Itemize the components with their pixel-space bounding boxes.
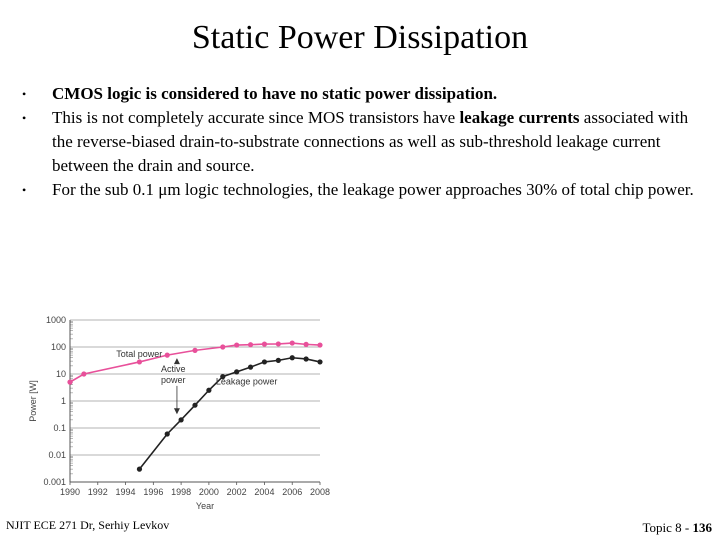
data-point [317,342,323,348]
data-point [192,402,198,408]
arrow-head [173,408,180,415]
data-point [164,352,170,358]
unit-symbol: μm [158,180,181,199]
x-tick-label: 2002 [227,487,247,497]
bullet-text-bold: leakage currents [459,108,580,127]
bullet-text: For the sub 0.1 μm logic technologies, t… [52,178,702,202]
data-point [317,359,323,365]
x-tick-label: 1994 [116,487,136,497]
data-point [67,379,73,385]
y-tick-label: 1000 [46,315,66,325]
bullet-text: CMOS logic is considered to have no stat… [52,84,498,103]
y-tick-label: 1 [61,396,66,406]
y-tick-label: 0.1 [53,423,66,433]
data-point [303,356,309,362]
bullet-list: • CMOS logic is considered to have no st… [22,82,702,202]
data-point [247,364,254,370]
bullet-item: • This is not completely accurate since … [22,106,702,178]
data-point [275,357,281,363]
data-point [81,371,87,377]
x-tick-label: 2004 [254,487,274,497]
data-point [289,340,295,346]
data-point [275,341,281,347]
bullet-dot: • [22,111,27,125]
data-point [261,341,268,347]
bullet-text-part: For the sub 0.1 [52,180,159,199]
y-tick-label: 0.001 [43,477,66,487]
bullet-item: • For the sub 0.1 μm logic technologies,… [22,178,702,202]
data-point [136,466,143,472]
x-tick-label: 2000 [199,487,219,497]
x-tick-label: 1990 [60,487,80,497]
bullet-text-part: associated with the reverse-biased drain… [52,108,689,175]
data-point [247,342,254,348]
data-point [136,359,143,365]
bullet-dot: • [22,87,27,101]
annotation-active-power-line1: Active [161,364,186,374]
footer-credit: NJIT ECE 271 Dr, Serhiy Levkov [6,518,170,532]
annotation-leakage-power: Leakage power [216,377,278,387]
footer-topic: Topic 8 - [642,520,693,535]
footer-page-label: Topic 8 - 136 [643,520,713,536]
slide-title: Static Power Dissipation [191,19,529,56]
data-point [192,347,198,353]
data-point [289,355,295,361]
data-point [206,387,212,393]
bullet-item: • CMOS logic is considered to have no st… [22,82,702,106]
bullet-text: This is not completely accurate since MO… [52,106,702,178]
x-tick-label: 1998 [171,487,191,497]
annotation-total-power: Total power [116,349,162,359]
y-tick-label: 10 [56,369,66,379]
power-trend-chart: 0.001 0.01 0.1 1 10 100 1000 1990 1992 1994 1996 19… [28,315,330,511]
data-point [303,341,309,347]
bullet-text-part: This is not completely accurate since MO… [52,108,460,127]
data-point [178,417,184,423]
x-tick-label: 2006 [282,487,302,497]
data-point [220,374,226,380]
data-point [164,431,170,437]
y-tick-label: 0.01 [48,450,66,460]
y-axis-label: Power [W] [28,380,38,422]
x-tick-label: 1996 [143,487,163,497]
x-tick-label: 2008 [310,487,330,497]
x-tick-label: 1992 [88,487,108,497]
data-point [220,344,226,350]
arrow-head [173,358,180,365]
y-tick-label: 100 [51,342,66,352]
bullet-text-part: logic technologies, the leakage power ap… [180,180,694,199]
annotation-active-power-line2: power [161,375,186,385]
bullet-dot: • [22,183,27,197]
data-point [234,342,240,348]
page-number: 136 [692,520,713,535]
data-point [261,359,268,365]
x-axis-label: Year [196,501,214,511]
data-point [234,369,240,375]
